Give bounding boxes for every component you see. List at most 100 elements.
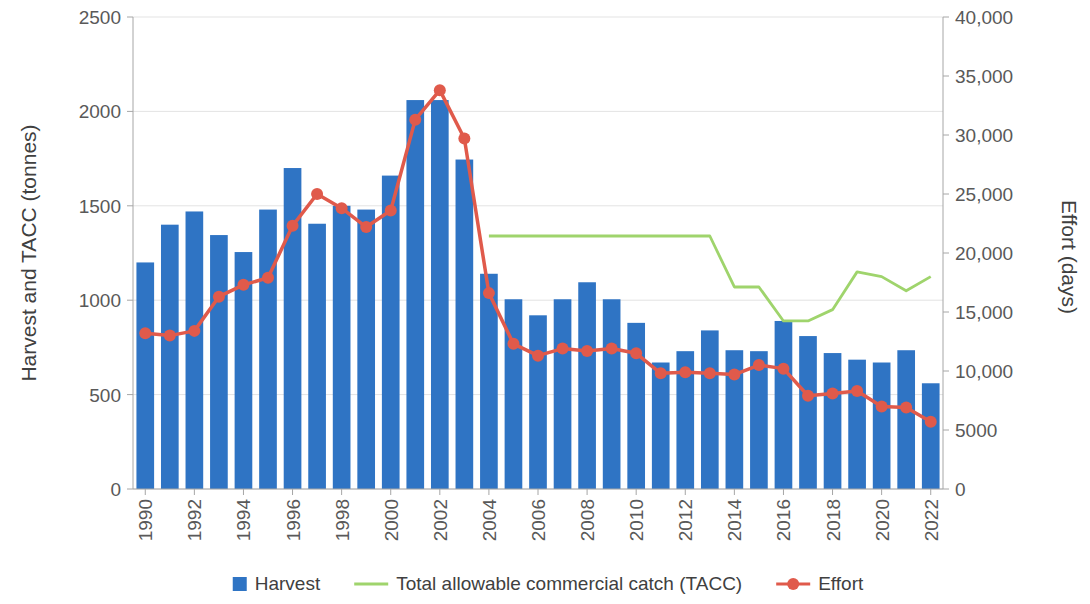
marker bbox=[311, 188, 323, 200]
bar bbox=[775, 321, 793, 489]
grid-line bbox=[133, 300, 943, 301]
x-tick bbox=[341, 489, 342, 495]
y2-tick bbox=[943, 430, 949, 431]
marker bbox=[557, 343, 569, 355]
y-tick-label: 0 bbox=[110, 479, 121, 500]
x-tick-label: 2020 bbox=[872, 499, 893, 541]
legend-label: Effort bbox=[818, 573, 864, 594]
x-tick-label: 1990 bbox=[135, 499, 156, 541]
legend-label: Total allowable commercial catch (TACC) bbox=[396, 573, 742, 594]
y2-tick bbox=[943, 135, 949, 136]
marker bbox=[679, 366, 691, 378]
x-tick bbox=[832, 489, 833, 495]
marker bbox=[851, 385, 863, 397]
y2-tick bbox=[943, 312, 949, 313]
marker bbox=[802, 390, 814, 402]
legend-marker bbox=[787, 578, 799, 590]
x-tick bbox=[439, 489, 440, 495]
marker bbox=[606, 343, 618, 355]
y2-tick-label: 0 bbox=[955, 479, 966, 500]
bar bbox=[603, 299, 621, 489]
y-tick-label: 1500 bbox=[79, 196, 121, 217]
marker bbox=[827, 387, 839, 399]
marker bbox=[507, 338, 519, 350]
bar bbox=[357, 210, 375, 489]
y2-tick-label: 30,000 bbox=[955, 125, 1013, 146]
bar bbox=[406, 100, 424, 489]
x-tick-label: 2016 bbox=[773, 499, 794, 541]
bar bbox=[259, 210, 277, 489]
y-tick bbox=[127, 394, 133, 395]
x-tick bbox=[488, 489, 489, 495]
x-tick-label: 2022 bbox=[921, 499, 942, 541]
y-tick bbox=[127, 111, 133, 112]
x-tick bbox=[390, 489, 391, 495]
y-tick-label: 1000 bbox=[79, 290, 121, 311]
y-tick bbox=[127, 300, 133, 301]
line bbox=[145, 90, 930, 422]
x-tick bbox=[194, 489, 195, 495]
marker bbox=[777, 363, 789, 375]
x-tick-label: 1998 bbox=[332, 499, 353, 541]
x-tick-label: 1996 bbox=[283, 499, 304, 541]
bar bbox=[161, 225, 179, 489]
x-tick bbox=[636, 489, 637, 495]
x-tick-label: 2012 bbox=[675, 499, 696, 541]
grid-line bbox=[133, 17, 943, 18]
marker bbox=[336, 202, 348, 214]
x-tick-label: 2018 bbox=[823, 499, 844, 541]
bar bbox=[848, 360, 866, 489]
marker bbox=[287, 220, 299, 232]
x-tick bbox=[783, 489, 784, 495]
y-tick bbox=[127, 17, 133, 18]
marker bbox=[900, 402, 912, 414]
bar bbox=[554, 299, 572, 489]
y-axis-line bbox=[133, 17, 134, 489]
x-tick-label: 2006 bbox=[528, 499, 549, 541]
y-tick bbox=[127, 489, 133, 490]
bar bbox=[529, 315, 547, 489]
bar bbox=[210, 235, 228, 489]
y-axis-title: Harvest and TACC (tonnes) bbox=[17, 124, 40, 381]
x-tick-label: 2014 bbox=[724, 499, 745, 542]
x-tick bbox=[538, 489, 539, 495]
bar bbox=[431, 100, 449, 489]
legend-swatch bbox=[233, 577, 247, 591]
y-tick bbox=[127, 205, 133, 206]
x-tick bbox=[930, 489, 931, 495]
bar bbox=[750, 351, 768, 489]
legend: Harvest Total allowable commercial catch … bbox=[233, 573, 864, 594]
x-tick bbox=[243, 489, 244, 495]
x-tick bbox=[734, 489, 735, 495]
legend-item: Effort bbox=[776, 573, 864, 594]
marker bbox=[876, 400, 888, 412]
x-tick-label: 1992 bbox=[184, 499, 205, 541]
legend-swatch bbox=[354, 583, 388, 586]
marker bbox=[532, 350, 544, 362]
y2-tick-label: 10,000 bbox=[955, 361, 1013, 382]
marker bbox=[188, 325, 200, 337]
y2-axis-title: Effort (days) bbox=[1058, 200, 1081, 314]
bar bbox=[897, 350, 915, 489]
y2-tick-label: 5000 bbox=[955, 420, 997, 441]
y2-tick-label: 15,000 bbox=[955, 302, 1013, 323]
legend-item: Total allowable commercial catch (TACC) bbox=[354, 573, 742, 594]
y2-tick bbox=[943, 371, 949, 372]
bar bbox=[701, 330, 719, 489]
marker bbox=[139, 327, 151, 339]
bar bbox=[578, 282, 596, 489]
plot-marks bbox=[136, 84, 939, 489]
marker bbox=[409, 114, 421, 126]
marker bbox=[581, 345, 593, 357]
bar bbox=[186, 211, 204, 489]
x-tick-label: 2004 bbox=[479, 499, 500, 542]
x-tick bbox=[145, 489, 146, 495]
y-tick-label: 2500 bbox=[79, 7, 121, 28]
bar bbox=[873, 363, 891, 489]
marker bbox=[728, 369, 740, 381]
marker bbox=[458, 133, 470, 145]
bar bbox=[456, 160, 474, 489]
bar bbox=[652, 363, 670, 489]
marker bbox=[360, 221, 372, 233]
legend-label: Harvest bbox=[255, 573, 321, 594]
